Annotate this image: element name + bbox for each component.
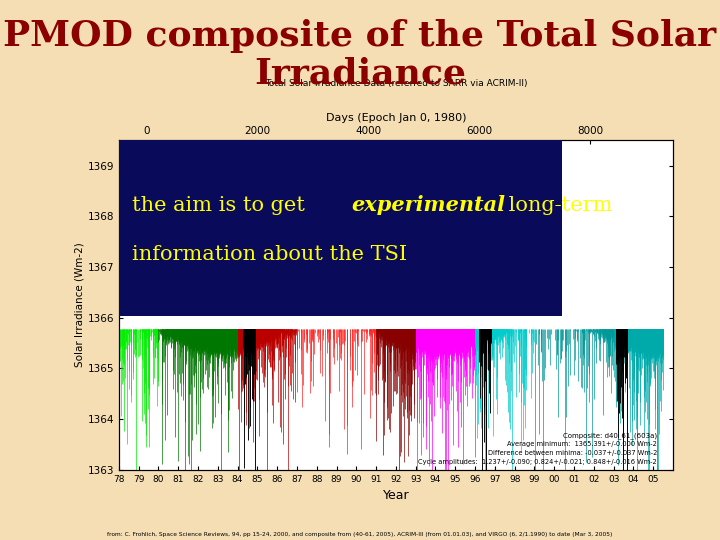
- Text: Difference between minima: -0.037+/-0.037 Wm-2: Difference between minima: -0.037+/-0.03…: [487, 450, 657, 456]
- Text: from: C. Frohlich, Space Science Reviews, 94, pp 15-24, 2000, and composite from: from: C. Frohlich, Space Science Reviews…: [107, 532, 613, 537]
- Y-axis label: Solar Irradiance (Wm-2): Solar Irradiance (Wm-2): [75, 242, 85, 368]
- Text: Cycle amplitudes:  1.237+/-0.090; 0.824+/-0.021; 0.848+/-0.016 Wm-2: Cycle amplitudes: 1.237+/-0.090; 0.824+/…: [418, 459, 657, 465]
- Text: information about the TSI: information about the TSI: [132, 245, 408, 264]
- X-axis label: Days (Epoch Jan 0, 1980): Days (Epoch Jan 0, 1980): [325, 113, 467, 123]
- Text: experimental: experimental: [351, 195, 505, 215]
- Text: Irradiance: Irradiance: [254, 57, 466, 91]
- Text: long-term: long-term: [502, 196, 612, 215]
- X-axis label: Year: Year: [383, 489, 409, 502]
- Text: the aim is to get: the aim is to get: [132, 196, 312, 215]
- Title: Total Solar Irradiance Data (referred to SARR via ACRIM-II): Total Solar Irradiance Data (referred to…: [265, 79, 527, 87]
- Text: Composite: d40_61_(603a): Composite: d40_61_(603a): [563, 432, 657, 438]
- Text: Average minimum:  1365.391+/-0.000 Wm-2: Average minimum: 1365.391+/-0.000 Wm-2: [507, 441, 657, 447]
- Text: PMOD composite of the Total Solar: PMOD composite of the Total Solar: [4, 19, 716, 53]
